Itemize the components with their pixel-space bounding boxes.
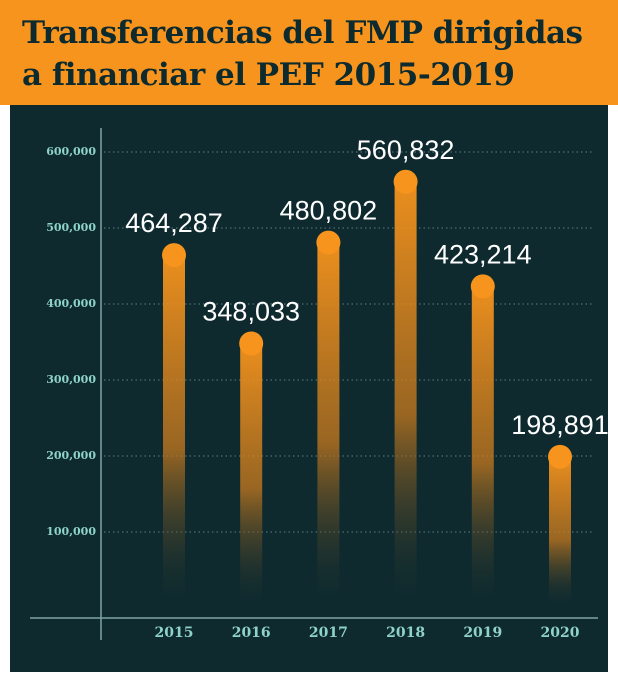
chart-title-line-1: Transferencias del FMP dirigidas <box>22 15 583 51</box>
bar <box>240 343 263 608</box>
bar-cap-dot <box>470 274 495 299</box>
data-label: 348,033 <box>202 296 300 326</box>
data-label: 198,891 <box>511 410 609 440</box>
x-tick-label: 2016 <box>232 625 271 641</box>
bar <box>163 255 185 608</box>
bar <box>471 286 494 608</box>
bar-cap-dot <box>548 444 572 469</box>
y-tick-label: 400,000 <box>46 297 96 310</box>
chart-title-line-2: a financiar el PEF 2015-2019 <box>22 57 515 93</box>
x-tick-label: 2020 <box>541 625 580 641</box>
y-tick-label: 600,000 <box>46 145 96 158</box>
data-label: 464,287 <box>125 208 223 238</box>
data-label: 560,832 <box>357 135 455 165</box>
bar-cap-dot <box>393 169 418 194</box>
y-tick-label: 500,000 <box>46 221 96 234</box>
x-tick-label: 2017 <box>309 625 348 641</box>
bar <box>549 456 571 608</box>
bar <box>394 181 417 608</box>
x-tick-label: 2015 <box>155 625 194 641</box>
bar <box>317 242 340 608</box>
bar-cap-dot <box>239 331 264 356</box>
bar-cap-dot <box>162 243 186 268</box>
x-tick-label: 2019 <box>463 625 502 641</box>
chart-panel <box>10 105 608 672</box>
bar-cap-dot <box>316 230 341 255</box>
title-band: Transferencias del FMP dirigidas a finan… <box>0 0 618 105</box>
x-tick-label: 2018 <box>386 625 425 641</box>
data-label: 423,214 <box>434 239 532 269</box>
y-tick-label: 300,000 <box>46 373 96 386</box>
data-label: 480,802 <box>280 196 378 226</box>
y-tick-label: 100,000 <box>46 525 96 538</box>
y-tick-label: 200,000 <box>46 449 96 462</box>
